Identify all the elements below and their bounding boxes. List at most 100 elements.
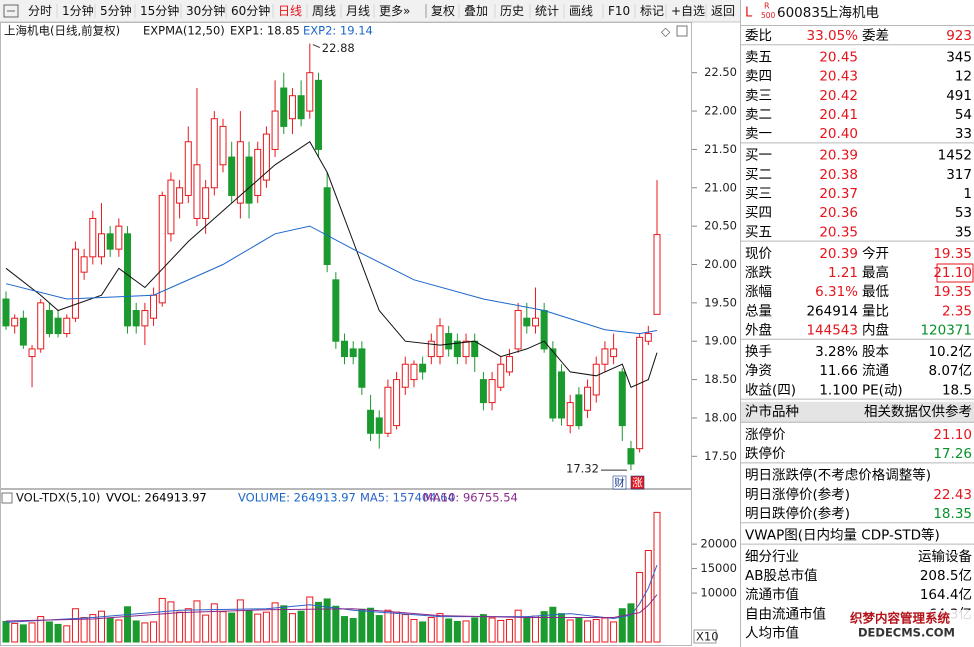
candle-body	[150, 294, 158, 319]
quote-label: 人均市值	[745, 625, 799, 642]
volume-bar	[575, 618, 583, 643]
candle-body	[236, 141, 244, 204]
candle-body	[341, 340, 349, 358]
quote-value: 19.35	[933, 246, 972, 262]
quote-label: 最低	[862, 284, 890, 300]
candle-body	[202, 187, 210, 219]
y-tick-label: 15000	[700, 561, 737, 575]
quote-label: 外盘	[745, 322, 772, 339]
toolbar-item[interactable]: 5分钟	[100, 3, 132, 18]
volume-bar	[176, 611, 184, 643]
event-marker-box[interactable]	[612, 475, 627, 490]
volume-bar	[245, 610, 253, 643]
quote-label: 总量	[745, 303, 772, 319]
event-marker-box[interactable]	[630, 475, 645, 490]
toolbar-item[interactable]: 15分钟	[140, 3, 179, 18]
candle-body	[375, 417, 383, 434]
volume-bar	[262, 611, 270, 643]
quote-label: 涨停价	[745, 426, 786, 443]
quote-label: 收益(四)	[745, 382, 796, 398]
quote-value: 20.36	[819, 205, 858, 221]
quote-value: 19.35	[933, 284, 972, 300]
candle-body	[63, 317, 71, 335]
candle-body	[618, 371, 626, 427]
volume-bar	[584, 620, 592, 643]
toolbar-item[interactable]: 复权	[431, 4, 455, 18]
candle-body	[575, 394, 583, 427]
event-marker[interactable]: 财	[614, 476, 625, 489]
volume-bar	[436, 613, 444, 643]
toolbar-item[interactable]: 统计	[535, 4, 559, 18]
legend-entry: MA5: 157404.64	[360, 491, 455, 505]
toolbar-item[interactable]: 60分钟	[231, 3, 270, 18]
quote-value: 21.10	[933, 265, 972, 281]
quote-value: 20.39	[819, 148, 858, 164]
volume-bar	[254, 613, 262, 643]
volume-bar	[410, 618, 418, 643]
candle-body	[419, 363, 427, 373]
candle-body	[401, 363, 409, 388]
toolbar-icon[interactable]	[3, 4, 19, 18]
volume-bar	[19, 624, 27, 643]
toolbar-item[interactable]: 更多»	[379, 4, 410, 18]
toolbar-item[interactable]: 叠加	[464, 4, 488, 18]
toolbar-item[interactable]: 标记	[640, 4, 664, 18]
stock-prefix: L	[745, 6, 753, 21]
quote-label: 今开	[862, 246, 889, 262]
candle-body	[314, 79, 322, 150]
toolbar-item[interactable]: F10	[608, 4, 630, 18]
volume-bar	[531, 615, 539, 643]
y-tick-label: 19.00	[704, 334, 737, 348]
panel-toggle-icon[interactable]	[676, 25, 688, 37]
toolbar-item[interactable]: 30分钟	[186, 3, 225, 18]
volume-bar	[167, 601, 175, 643]
quote-label: 345	[946, 49, 972, 65]
band-row-bg	[741, 401, 974, 423]
quote-value: 相关数据仅供参考	[864, 403, 972, 420]
watermark-line2: DEDECMS.COM	[858, 626, 955, 640]
toolbar-item[interactable]: 分时	[28, 4, 52, 18]
toolbar-item[interactable]: 画线	[569, 4, 593, 18]
toolbar-item[interactable]: 历史	[500, 4, 524, 18]
candle-body	[89, 217, 97, 258]
candle-body	[124, 233, 132, 327]
diamond-icon[interactable]: ◇	[661, 25, 671, 39]
candle-body	[479, 379, 487, 404]
quote-label: 1	[963, 186, 972, 202]
event-marker[interactable]: 涨	[632, 477, 643, 489]
toolbar-item[interactable]: +自选	[671, 4, 705, 18]
volume-bar	[462, 620, 470, 643]
quote-label: 1452	[938, 148, 972, 164]
quote-label: 量比	[862, 303, 889, 319]
quote-label: PE(动)	[862, 382, 903, 398]
toolbar-item[interactable]: 月线	[346, 4, 370, 18]
quote-value: 144543	[806, 323, 858, 339]
candle-body	[280, 87, 288, 127]
volume-bar	[184, 608, 192, 643]
annotation-arrow	[312, 44, 320, 48]
toolbar-item[interactable]: 返回	[711, 4, 735, 18]
quote-value: 2.35	[942, 303, 972, 319]
quote-label: 流通市值	[745, 586, 799, 603]
candle-body	[644, 333, 652, 342]
candle-body	[523, 317, 531, 327]
volume-bar	[627, 603, 635, 643]
candle-body	[462, 340, 470, 358]
toolbar-item[interactable]: 日线	[278, 4, 302, 18]
y-tick-label: 18.50	[704, 372, 737, 386]
quote-label: VWAP图(日内均量 CDP-STD等)	[745, 526, 940, 543]
candle-body	[11, 317, 19, 327]
volume-bar	[193, 600, 201, 643]
volume-bar	[106, 618, 114, 643]
toolbar-item[interactable]: 1分钟	[62, 3, 94, 18]
volume-bar	[132, 620, 140, 643]
y-tick-label: 20000	[700, 537, 737, 551]
quote-label: 净资	[745, 363, 772, 379]
toolbar-item[interactable]: 周线	[312, 4, 336, 18]
volume-bar	[592, 618, 600, 643]
volume-bar	[210, 603, 218, 643]
candle-body	[19, 317, 27, 346]
quote-value: 1.21	[828, 265, 858, 281]
volume-bar	[479, 614, 487, 643]
